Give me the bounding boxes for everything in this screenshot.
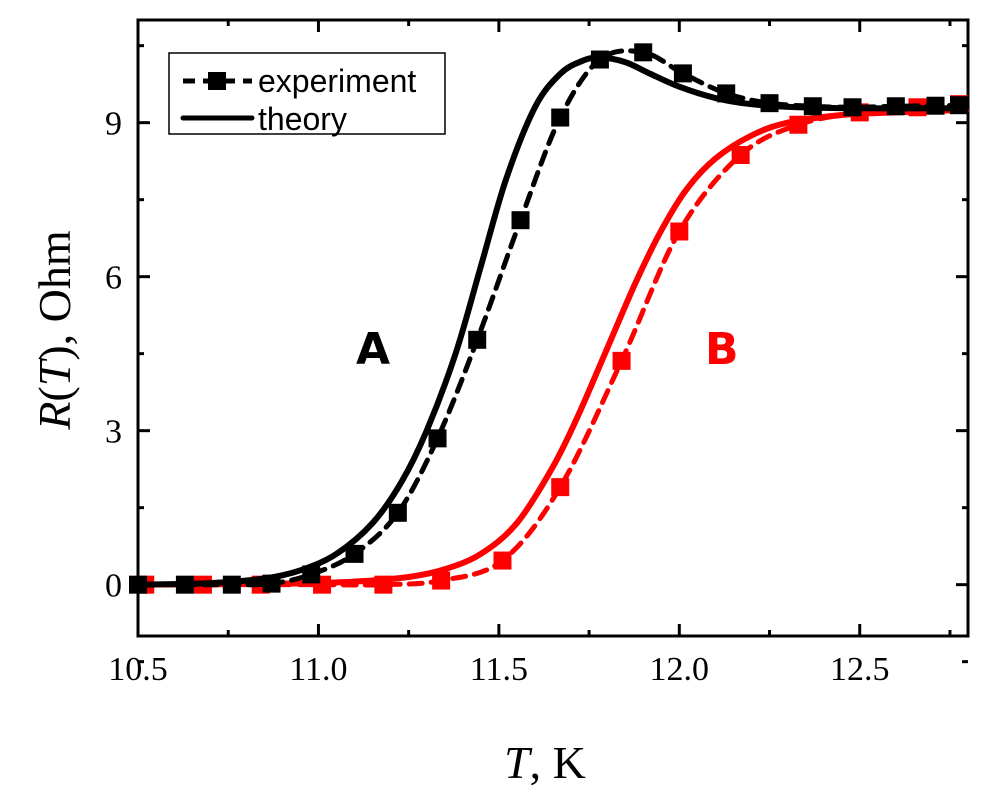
y-axis-var2: T <box>29 357 80 386</box>
a-experiment-point <box>468 330 487 349</box>
x-tick-label: 11.0 <box>289 651 347 688</box>
x-tick-label: 12.5 <box>830 651 890 688</box>
x-axis-label: T, K <box>504 737 586 788</box>
x-axis-var: T <box>504 737 533 788</box>
annotation-b: B <box>705 324 739 375</box>
annotation-a: A <box>356 324 390 375</box>
x-tick-label: 10.5 <box>108 651 168 688</box>
a-experiment-point <box>428 429 447 448</box>
a-experiment-point <box>345 544 364 563</box>
legend-experiment-label: experiment <box>258 63 416 99</box>
b-experiment-point <box>493 551 512 570</box>
b-experiment-point <box>432 571 451 590</box>
a-experiment-point <box>634 43 653 62</box>
a-theory-line <box>135 54 969 588</box>
a-experiment-point <box>673 64 692 83</box>
legend: experiment theory <box>168 52 446 137</box>
y-axis-label: R(T), Ohm <box>29 230 80 431</box>
y-tick-label: 0 <box>105 568 122 605</box>
y-axis-unit: ), Ohm <box>29 230 80 361</box>
legend-experiment-marker <box>208 72 226 90</box>
b-experiment-point <box>731 146 750 165</box>
y-tick-label: 6 <box>105 260 122 297</box>
y-axis-open: ( <box>29 386 80 401</box>
y-axis-var: R <box>29 402 80 431</box>
a-experiment-point <box>511 211 530 230</box>
x-tick-label: 11.5 <box>470 651 528 688</box>
b-experiment-line <box>142 101 969 588</box>
y-tick-label: 9 <box>105 106 122 143</box>
x-tick-label: 12.0 <box>650 651 710 688</box>
x-axis-unit: , K <box>530 737 586 788</box>
a-experiment-point <box>551 108 570 127</box>
plot-frame <box>136 18 970 638</box>
a-experiment-point <box>950 96 968 115</box>
b-experiment-point <box>670 222 689 241</box>
legend-theory-label: theory <box>258 101 347 137</box>
a-experiment-point <box>388 503 407 522</box>
b-experiment-point <box>612 351 631 370</box>
b-theory-line <box>135 106 969 588</box>
y-tick-label: 3 <box>105 414 122 451</box>
b-experiment-point <box>551 478 570 497</box>
